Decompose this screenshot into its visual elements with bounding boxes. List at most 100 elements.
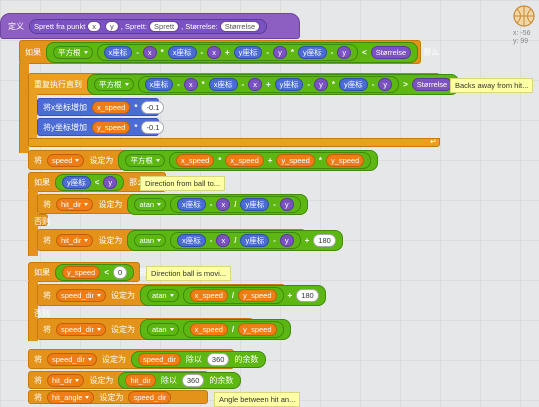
define-arg-size[interactable]: Størrelse <box>219 20 261 32</box>
mod1-360[interactable]: 360 <box>206 352 230 366</box>
hitdir2-ypos[interactable]: y座标 <box>240 233 270 247</box>
var-dropdown-speed[interactable]: speed <box>47 153 85 167</box>
ypos-reporter-2[interactable]: y座标 <box>297 45 327 59</box>
speed-sqrt-dropdown[interactable]: 平方根 <box>125 153 165 167</box>
x-arg-reporter[interactable]: x <box>142 45 157 59</box>
speeddir1-expr[interactable]: atan x_speed / y_speed + 180 <box>139 284 326 306</box>
hitdir2-xpos[interactable]: x座标 <box>177 233 206 247</box>
sqrt-dropdown[interactable]: 平方根 <box>53 45 93 59</box>
last-var-dropdown[interactable]: hit_angle <box>47 390 95 404</box>
comment-direction-movi[interactable]: Direction ball is movi... <box>146 266 232 281</box>
mod1-val[interactable]: speed_dir <box>137 352 181 366</box>
speeddir1-atan[interactable]: atan <box>146 288 179 302</box>
hitdir1-y[interactable]: y <box>279 197 294 211</box>
repeat-ypos[interactable]: y座标 <box>274 77 304 91</box>
speeddir2-a[interactable]: x_speed <box>189 322 228 336</box>
hitdir2-var-dropdown[interactable]: hit_dir <box>56 233 94 247</box>
define-sep1: , Sprett: <box>120 21 148 31</box>
y-speed-var[interactable]: y_speed <box>92 120 131 134</box>
repeat-sqrt-dropdown[interactable]: 平方根 <box>94 77 134 91</box>
hitdir1-ypos[interactable]: y座标 <box>240 197 270 211</box>
hitdir2-set: 将 <box>43 235 51 245</box>
mod1-var-dropdown[interactable]: speed_dir <box>47 352 97 366</box>
comment-direction-ball[interactable]: Direction from ball to... <box>140 176 226 191</box>
hitdir2-expr[interactable]: atan x座标 - x / y座标 - y + 180 <box>127 229 343 251</box>
speeddir1-a[interactable]: x_speed <box>189 288 228 302</box>
hitdir1-var-dropdown[interactable]: hit_dir <box>56 197 94 211</box>
xpos-reporter-2[interactable]: x座标 <box>167 45 197 59</box>
repeat-size-arg[interactable]: Størrelse <box>411 77 453 91</box>
hitdir1-expr[interactable]: atan x座标 - x / y座标 - y <box>127 193 308 215</box>
mod2-360[interactable]: 360 <box>181 373 205 387</box>
hitdir1-div: x座标 - x / y座标 - y <box>170 195 301 213</box>
times-op-2: * <box>134 122 138 132</box>
repeat-ypos-2[interactable]: y座标 <box>338 77 368 91</box>
y-arg-reporter[interactable]: y <box>273 45 287 59</box>
if3-zero[interactable]: 0 <box>113 265 128 279</box>
speeddir2-div: x_speed / y_speed <box>182 320 284 338</box>
speed-b[interactable]: x_speed <box>225 153 264 167</box>
hitdir1-xpos[interactable]: x座标 <box>177 197 206 211</box>
basketball-sprite-icon[interactable] <box>513 5 535 27</box>
repeat-x[interactable]: x <box>183 77 198 91</box>
size-arg-reporter[interactable]: Størrelse <box>370 45 412 59</box>
speed-expr[interactable]: 平方根 x_speed * x_speed + y_speed * y_speed <box>118 149 379 171</box>
hitdir2-atan-dropdown[interactable]: atan <box>134 233 167 247</box>
if3-yspeed[interactable]: y_speed <box>62 265 101 279</box>
speeddir1-var-dropdown[interactable]: speed_dir <box>56 288 106 302</box>
speed-a[interactable]: x_speed <box>175 153 215 167</box>
if3-condition[interactable]: y_speed < 0 <box>55 263 135 281</box>
define-arg-x[interactable]: x <box>87 20 102 32</box>
mod2-var-dropdown[interactable]: hit_dir <box>47 373 85 387</box>
hitdir1-x[interactable]: x <box>216 197 231 211</box>
define-keyword: 定义 <box>8 21 24 31</box>
change-x-value[interactable]: -0.1 <box>141 100 165 114</box>
hitdir2-y[interactable]: y <box>279 233 294 247</box>
mod1-expr[interactable]: speed_dir 除以 360 的余数 <box>130 350 267 368</box>
define-custom-block[interactable]: Sprett fra punkt x y , Sprett: Sprett , … <box>29 18 268 34</box>
if2-condition[interactable]: y座标 < y <box>55 173 125 191</box>
speeddir2-b[interactable]: y_speed <box>238 322 277 336</box>
speeddir1-180[interactable]: 180 <box>296 288 319 302</box>
ypos-reporter[interactable]: y座标 <box>233 45 263 59</box>
y-arg-reporter-2[interactable]: y <box>337 45 352 59</box>
if1-row: 如果 平方根 x座标 - x * x座标 - x + y座标 - y * y座标 - y… <box>22 41 442 63</box>
if1-condition[interactable]: 平方根 x座标 - x * x座标 - x + y座标 - y * y座标 - y < … <box>46 41 419 63</box>
last-val[interactable]: speed_dir <box>128 390 172 404</box>
comment-backs-away[interactable]: Backs away from hit... <box>450 78 534 93</box>
repeat-xpos[interactable]: x座标 <box>144 77 174 91</box>
hitdir2-180[interactable]: 180 <box>313 233 336 247</box>
xpos-reporter[interactable]: x座标 <box>103 45 133 59</box>
hitdir1-row: 将 hit_dir 设定为 atan x座标 - x / y座标 - y <box>40 193 310 215</box>
mod2-val[interactable]: hit_dir <box>125 373 156 387</box>
last-set: 将 <box>34 392 42 402</box>
if2-y[interactable]: y <box>103 175 118 189</box>
speeddir1-row: 将 speed_dir 设定为 atan x_speed / y_speed +… <box>40 284 328 306</box>
speeddir1-b[interactable]: y_speed <box>238 288 277 302</box>
repeat-row: 重复执行直到 平方根 x座标 - x * x座标 - x + y座标 - y * y座… <box>31 73 461 95</box>
hitdir2-x[interactable]: x <box>216 233 231 247</box>
repeat-x-2[interactable]: x <box>248 77 262 91</box>
define-name: Sprett fra punkt <box>34 21 86 31</box>
speed-c[interactable]: y_speed <box>276 153 315 167</box>
x-speed-var[interactable]: x_speed <box>92 100 131 114</box>
speeddir2-expr[interactable]: atan x_speed / y_speed <box>139 318 291 340</box>
change-y-value[interactable]: -0.1 <box>141 120 165 134</box>
repeat-xpos-2[interactable]: x座标 <box>208 77 238 91</box>
define-arg-sprett[interactable]: Sprett <box>149 20 180 32</box>
define-arg-y[interactable]: y <box>105 20 119 32</box>
x-arg-reporter-2[interactable]: x <box>207 45 221 59</box>
mod1-to: 设定为 <box>101 354 126 364</box>
atan-dropdown[interactable]: atan <box>134 197 167 211</box>
mod2-set: 将 <box>34 375 42 385</box>
repeat-y-2[interactable]: y <box>378 77 393 91</box>
repeat-loop-arrow-icon: ↵ <box>430 137 437 146</box>
speeddir2-var-dropdown[interactable]: speed_dir <box>56 322 106 336</box>
mod2-expr[interactable]: hit_dir 除以 360 的余数 <box>118 371 242 389</box>
if2-ypos[interactable]: y座标 <box>62 175 91 189</box>
speed-d[interactable]: y_speed <box>325 153 365 167</box>
repeat-y[interactable]: y <box>314 77 328 91</box>
speeddir2-atan[interactable]: atan <box>146 322 179 336</box>
lt-operator: < <box>362 47 367 57</box>
repeat-condition[interactable]: 平方根 x座标 - x * x座标 - x + y座标 - y * y座标 - y > … <box>87 73 460 95</box>
